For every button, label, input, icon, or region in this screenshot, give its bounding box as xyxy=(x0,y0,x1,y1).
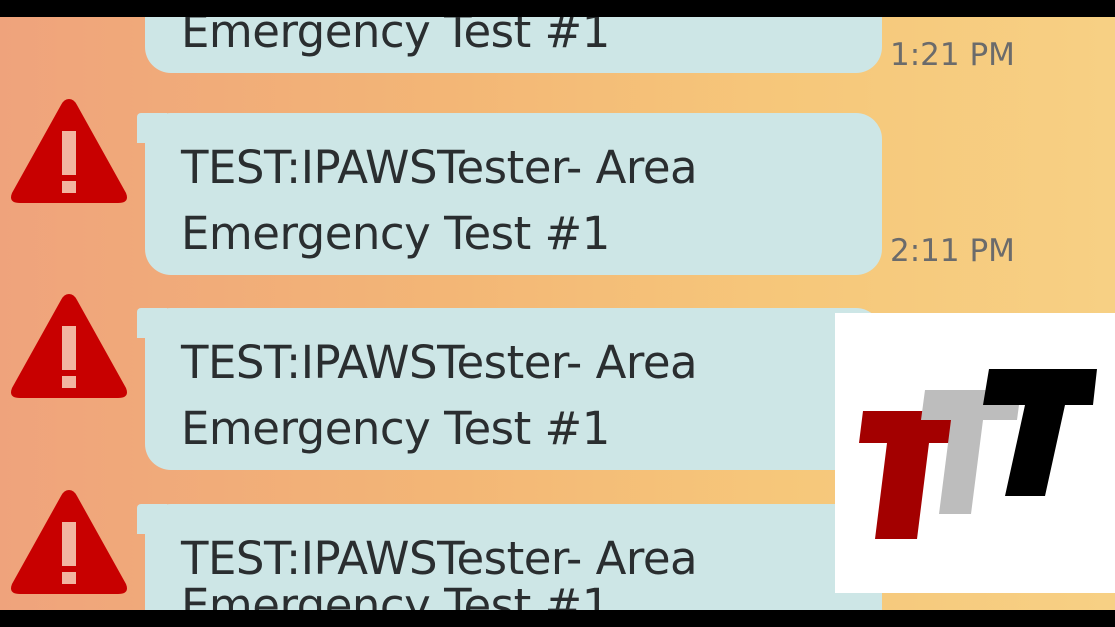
warning-triangle-icon xyxy=(11,294,127,398)
message-line: Emergency Test #1 xyxy=(181,17,610,58)
message-line: Emergency Test #1 xyxy=(181,207,610,260)
message-time: 1:21 PM xyxy=(890,37,1015,73)
warning-triangle-icon xyxy=(11,99,127,203)
message-line: TEST:IPAWSTester- Area xyxy=(181,532,698,585)
warning-triangle-icon xyxy=(11,490,127,594)
message-line: Emergency Test #1 xyxy=(181,579,610,610)
message-line: TEST:IPAWSTester- Area xyxy=(181,141,698,194)
message-bubble[interactable]: Emergency Test #1 xyxy=(145,17,882,73)
ttt-logo xyxy=(835,313,1115,593)
message-line: TEST:IPAWSTester- Area xyxy=(181,336,698,389)
message-list: Emergency Test #1 1:21 PM TEST:IPAWSTest… xyxy=(0,17,1115,610)
message-bubble[interactable]: TEST:IPAWSTester- Area Emergency Test #1 xyxy=(137,504,882,610)
message-bubble[interactable]: TEST:IPAWSTester- Area Emergency Test #1 xyxy=(137,308,882,470)
message-line: Emergency Test #1 xyxy=(181,402,610,455)
message-time: 2:11 PM xyxy=(890,233,1015,269)
message-bubble[interactable]: TEST:IPAWSTester- Area Emergency Test #1 xyxy=(137,113,882,275)
